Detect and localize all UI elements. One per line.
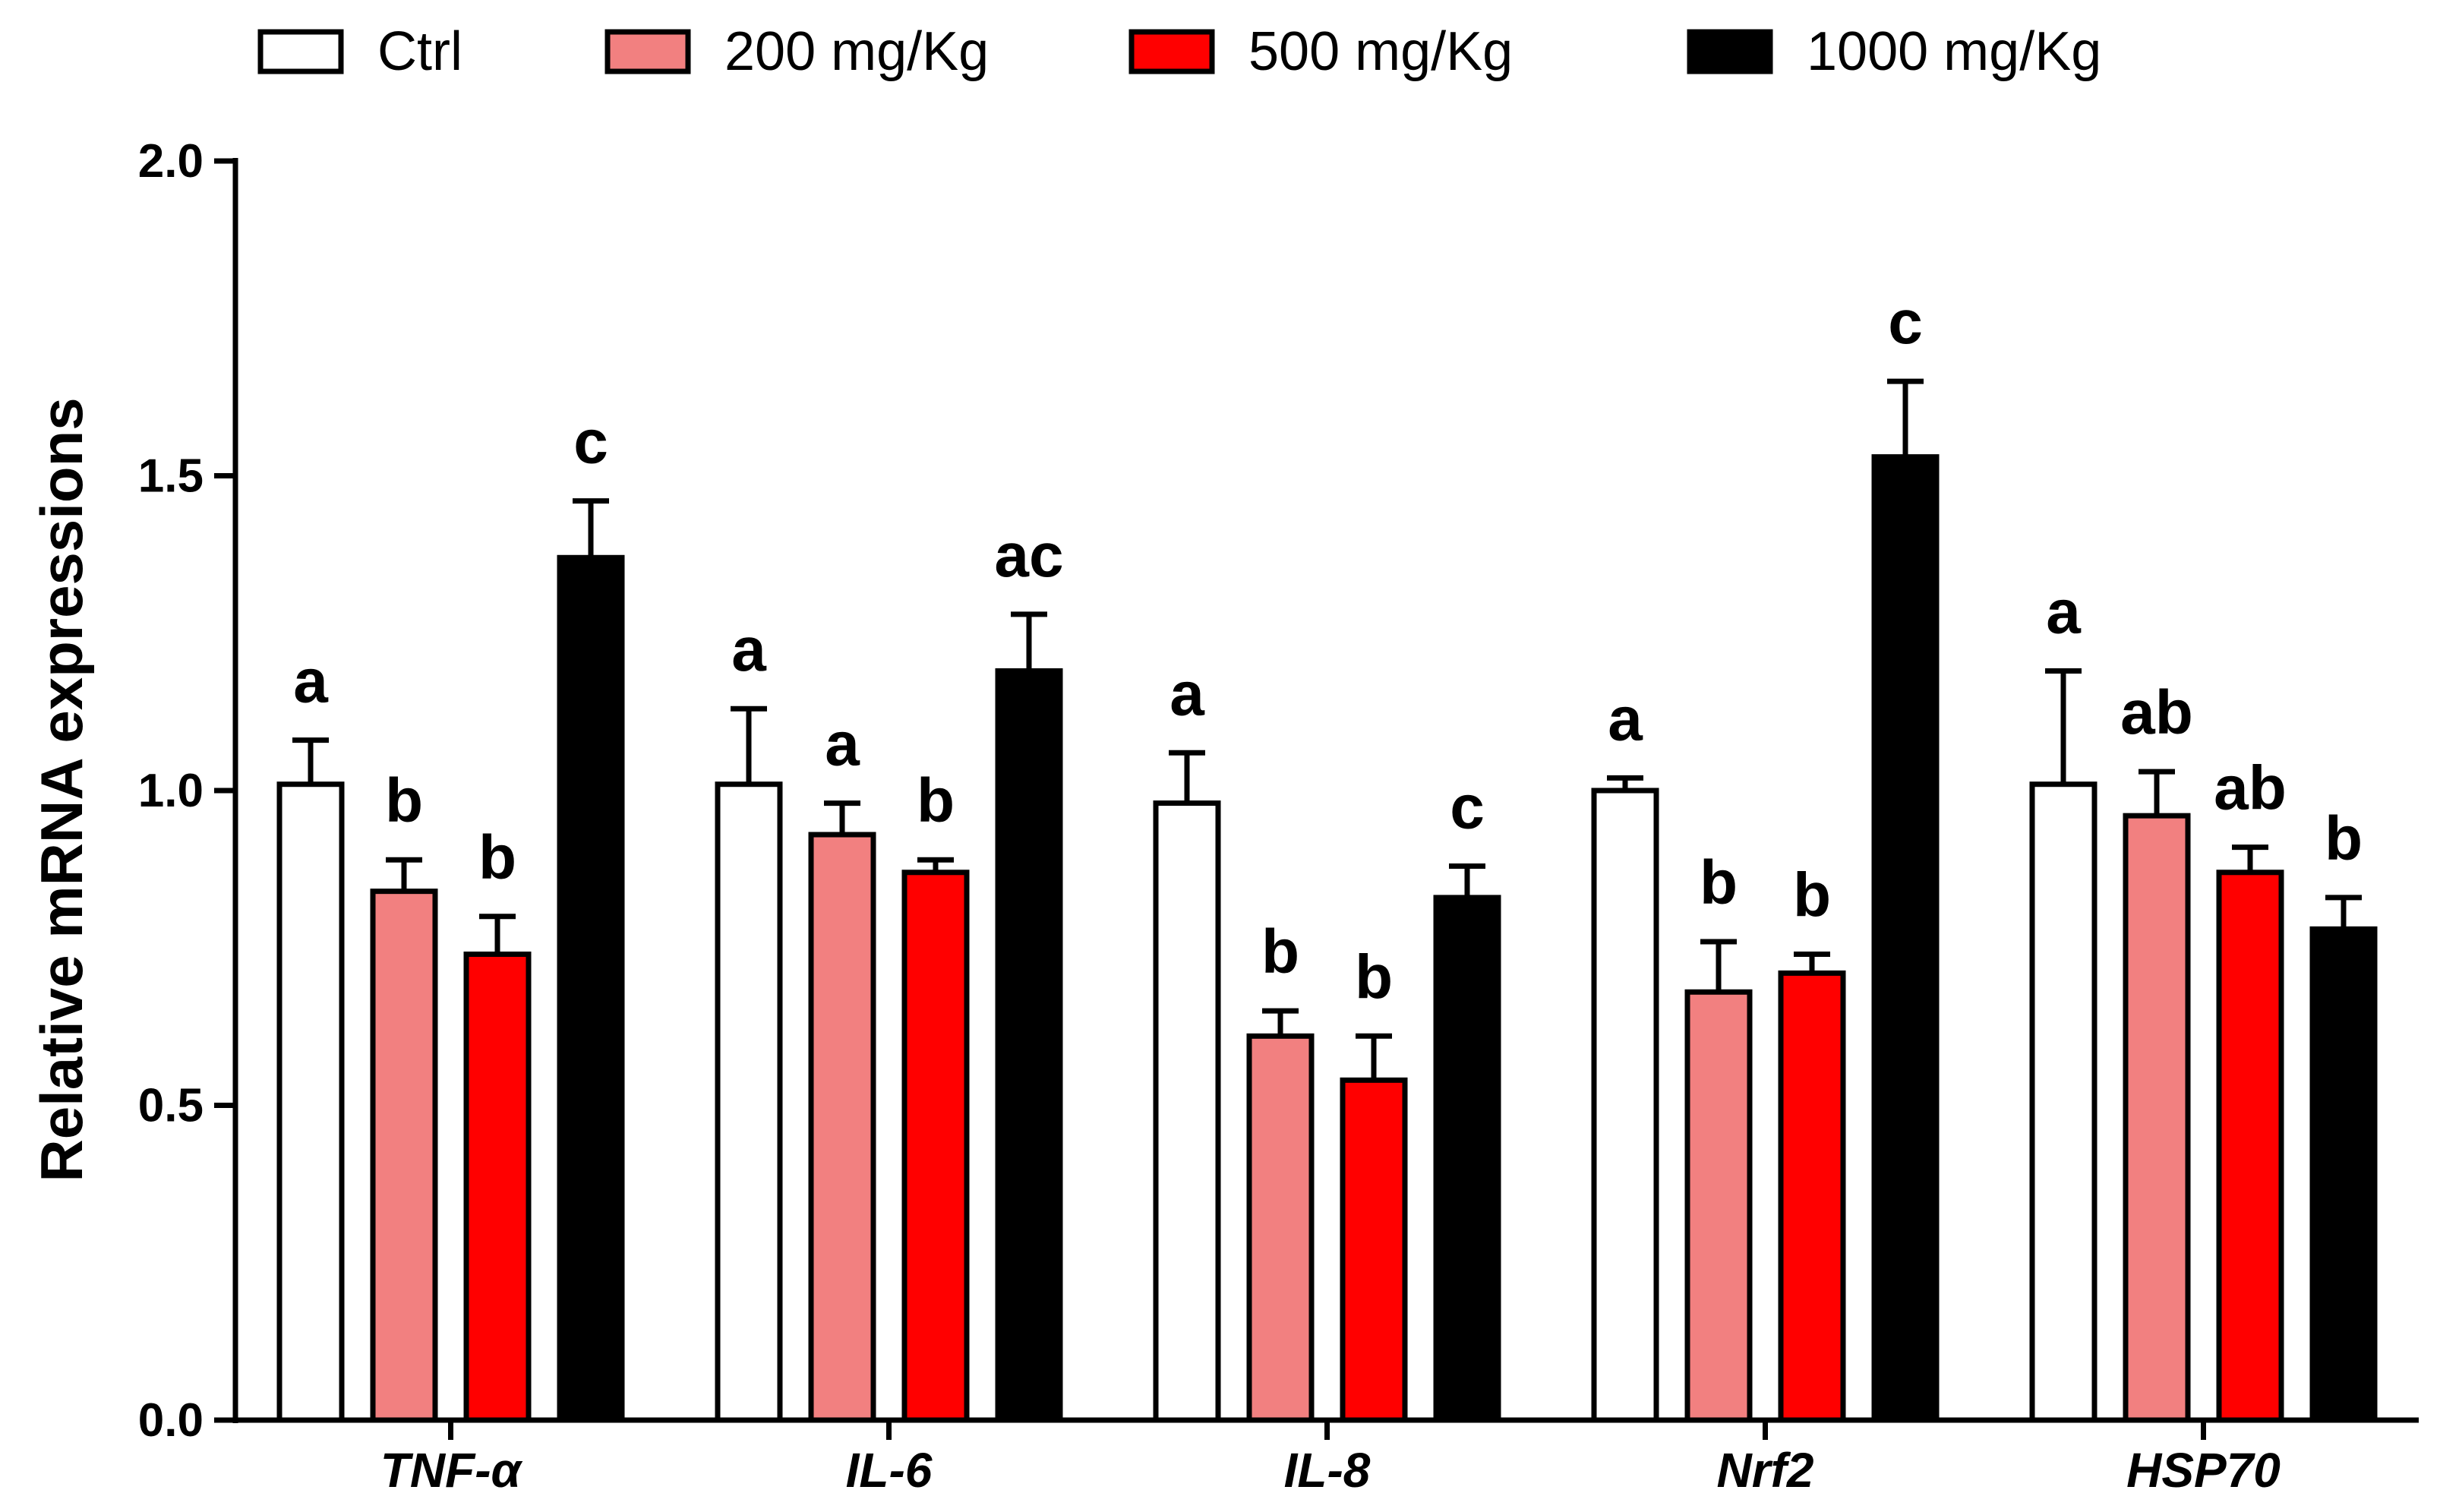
significance-label: b: [1261, 917, 1299, 986]
bar: [1874, 457, 1937, 1420]
y-tick-label: 0.0: [138, 1394, 204, 1447]
legend-swatch: [608, 32, 688, 71]
bar: [560, 557, 622, 1420]
bar: [1343, 1080, 1405, 1420]
significance-label: b: [478, 823, 516, 892]
y-axis: 0.0 0.5 1.0 1.5 2.0: [138, 135, 235, 1447]
legend-label: Ctrl: [377, 21, 462, 82]
bar: [1156, 803, 1218, 1420]
significance-label: c: [1888, 288, 1923, 357]
y-tick-label: 1.0: [138, 765, 204, 817]
significance-label: b: [1355, 942, 1393, 1012]
bar: [904, 873, 967, 1420]
bar: [811, 835, 873, 1420]
significance-label: ab: [2214, 754, 2287, 823]
significance-label: a: [1608, 684, 1643, 753]
y-tick-label: 1.5: [138, 450, 204, 503]
legend-swatch: [260, 32, 341, 71]
y-tick-label: 2.0: [138, 135, 204, 188]
significance-label: a: [2046, 577, 2082, 646]
significance-label: b: [1793, 861, 1831, 930]
significance-label: a: [825, 710, 860, 779]
legend-swatch: [1132, 32, 1212, 71]
bar: [2126, 816, 2188, 1420]
significance-label: a: [1169, 659, 1205, 728]
bar: [2312, 929, 2375, 1420]
significance-label: c: [573, 408, 608, 477]
significance-label: a: [293, 647, 329, 716]
legend-label: 500 mg/Kg: [1248, 21, 1513, 82]
significance-label: ac: [994, 521, 1063, 590]
bar: [466, 955, 529, 1420]
significance-label: b: [1700, 848, 1738, 917]
legend-swatch: [1690, 32, 1770, 71]
significance-label: c: [1450, 772, 1485, 841]
legend-label: 200 mg/Kg: [724, 21, 989, 82]
bar: [1594, 791, 1656, 1420]
bar: [1687, 992, 1750, 1420]
bar: [373, 892, 435, 1420]
bar: [718, 784, 780, 1420]
x-tick-label: IL-6: [846, 1443, 933, 1498]
significance-label: b: [917, 766, 955, 835]
bars: [279, 381, 2375, 1420]
bar: [1249, 1036, 1312, 1420]
significance-label: ab: [2120, 678, 2193, 747]
bar: [1781, 973, 1843, 1420]
x-axis: TNF-α IL-6 IL-8 Nrf2 HSP70: [232, 1420, 2419, 1498]
legend-label: 1000 mg/Kg: [1807, 21, 2101, 82]
x-tick-label: IL-8: [1284, 1443, 1371, 1498]
bar: [279, 784, 342, 1420]
x-tick-label: HSP70: [2126, 1443, 2281, 1498]
significance-label: b: [385, 766, 423, 835]
y-tick-label: 0.5: [138, 1080, 204, 1132]
bar: [2219, 873, 2281, 1420]
legend: Ctrl 200 mg/Kg 500 mg/Kg 1000 mg/Kg: [260, 21, 2101, 82]
bar: [2032, 784, 2094, 1420]
x-tick-label: TNF-α: [380, 1443, 523, 1498]
bar-chart: Ctrl 200 mg/Kg 500 mg/Kg 1000 mg/Kg 0.0 0.5 1…: [0, 0, 2440, 1512]
significance-label: a: [731, 615, 767, 684]
significance-label: b: [2325, 804, 2363, 873]
y-axis-label: Relative mRNA expressions: [28, 397, 95, 1182]
x-tick-label: Nrf2: [1716, 1443, 1813, 1498]
bar: [1436, 898, 1498, 1420]
bar: [998, 671, 1060, 1420]
